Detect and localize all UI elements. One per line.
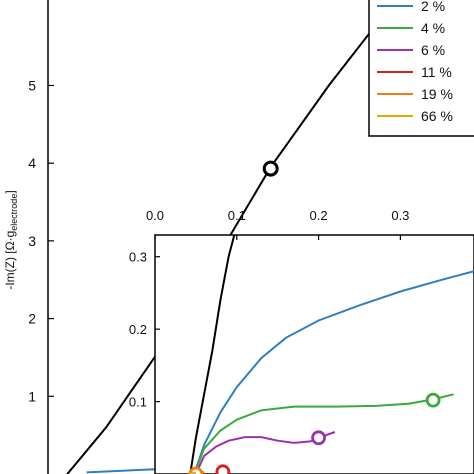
inset-x-tick-label: 0.0 xyxy=(146,208,164,223)
inset-x-tick-label: 0.3 xyxy=(391,208,409,223)
inset-series-marker xyxy=(425,392,441,408)
inset-series-line xyxy=(189,235,236,474)
inset-series-marker xyxy=(311,430,326,446)
main-y-tick-label: 3 xyxy=(28,233,36,249)
main-y-tick-label: 1 xyxy=(28,388,36,404)
inset-series-line xyxy=(193,270,474,474)
legend-label: 19 % xyxy=(421,86,453,102)
inset-x-tick-label: 0.1 xyxy=(228,208,246,223)
legend-label: 6 % xyxy=(421,42,445,58)
main-series-marker xyxy=(262,160,279,177)
main-y-axis-label: -Im(Z) [Ω·gelectrode] xyxy=(3,190,19,289)
legend: 2 % 4 % 6 % 11 % 19 % 66 % xyxy=(368,0,474,137)
inset-y-tick-label: 0.3 xyxy=(129,250,147,265)
inset-x-tick-label: 0.2 xyxy=(310,208,328,223)
inset-y-tick-label: 0.2 xyxy=(129,322,147,337)
main-y-tick-label: 5 xyxy=(28,77,36,93)
legend-box xyxy=(368,0,474,137)
inset-plot: 0.0 0.1 0.2 0.3 0.1 0.2 0.3 xyxy=(129,208,474,474)
legend-label: 4 % xyxy=(421,20,445,36)
inset-series-line xyxy=(193,393,454,474)
legend-label: 66 % xyxy=(421,108,453,124)
legend-label: 11 % xyxy=(421,64,452,80)
main-y-tick-label: 2 xyxy=(28,311,36,327)
inset-series-group xyxy=(188,235,474,474)
inset-series-marker xyxy=(215,464,231,474)
main-y-tick-label: 4 xyxy=(28,155,36,171)
inset-y-tick-label: 0.1 xyxy=(129,395,147,410)
legend-label: 2 % xyxy=(421,0,445,14)
